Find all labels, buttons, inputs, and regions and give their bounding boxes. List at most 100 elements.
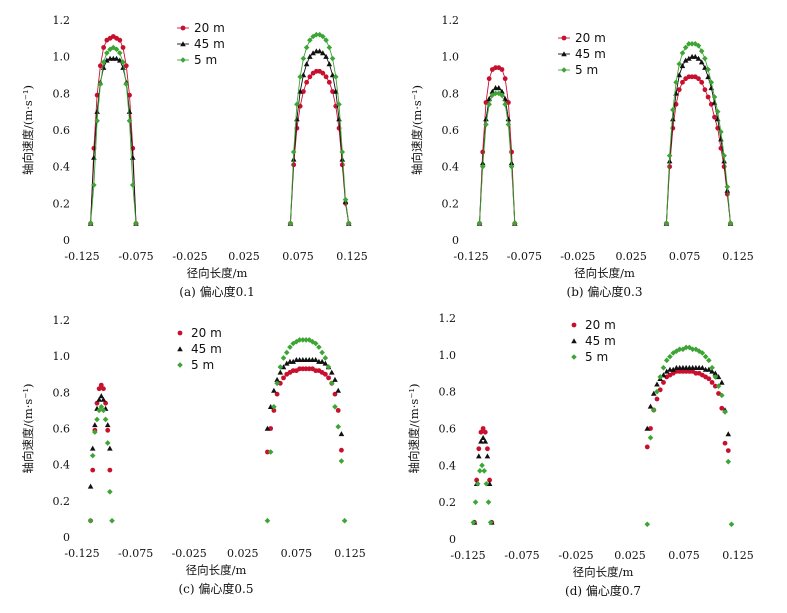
data-point bbox=[101, 45, 106, 50]
data-point bbox=[338, 458, 345, 464]
legend-marker bbox=[571, 322, 577, 328]
y-tick-label: 0.8 bbox=[53, 386, 71, 399]
data-point bbox=[96, 396, 102, 402]
data-point bbox=[100, 407, 107, 414]
x-tick-label: 0.025 bbox=[227, 547, 259, 560]
chart-panel-4: 0 0.2 0.4 0.6 0.8 1.0 1.2 -0.125 -0.075 -0.025 0.0… bbox=[407, 312, 754, 598]
data-point bbox=[478, 429, 484, 435]
data-point bbox=[274, 391, 280, 397]
legend-label: 20 m bbox=[585, 318, 616, 332]
data-point bbox=[670, 116, 676, 122]
data-point bbox=[695, 55, 702, 61]
data-point bbox=[338, 431, 345, 437]
data-point bbox=[705, 74, 711, 80]
data-point bbox=[91, 182, 97, 188]
x-tick-label: 0.125 bbox=[334, 547, 366, 560]
data-point bbox=[98, 393, 105, 399]
legend-label: 5 m bbox=[191, 358, 214, 372]
data-point bbox=[92, 429, 98, 435]
x-tick-label: 0.075 bbox=[282, 250, 314, 263]
data-point bbox=[644, 521, 651, 528]
data-point bbox=[265, 449, 270, 455]
data-point bbox=[129, 154, 136, 160]
data-point bbox=[725, 458, 732, 465]
data-point bbox=[104, 440, 111, 446]
data-point bbox=[126, 108, 133, 114]
data-point bbox=[117, 37, 123, 43]
data-point bbox=[307, 74, 313, 80]
data-point bbox=[313, 31, 320, 38]
data-point bbox=[679, 50, 686, 56]
y-tick-label: 0.6 bbox=[53, 124, 71, 137]
series-20m bbox=[88, 366, 344, 524]
legend-marker bbox=[571, 338, 577, 344]
data-point bbox=[487, 519, 494, 526]
data-point bbox=[287, 220, 294, 227]
data-point bbox=[123, 63, 129, 69]
data-point bbox=[670, 107, 676, 113]
data-point bbox=[322, 355, 329, 361]
chart-panel-1: 0 0.2 0.4 0.6 0.8 1.0 1.2 -0.125 -0.075 -0.025 0.0… bbox=[21, 14, 368, 299]
data-point bbox=[486, 101, 492, 108]
legend-label: 45 m bbox=[575, 47, 606, 61]
data-point bbox=[290, 358, 296, 364]
data-point bbox=[487, 477, 492, 483]
data-point bbox=[472, 499, 479, 505]
data-point bbox=[100, 59, 107, 65]
data-point bbox=[293, 338, 300, 345]
series-line bbox=[90, 46, 137, 224]
series-45m bbox=[87, 356, 345, 489]
data-point bbox=[100, 64, 107, 70]
data-point bbox=[94, 416, 100, 423]
data-point bbox=[706, 376, 712, 382]
data-point bbox=[322, 371, 328, 377]
data-point bbox=[725, 431, 732, 437]
y-tick-label: 0.6 bbox=[442, 124, 460, 137]
data-point bbox=[97, 81, 104, 87]
data-point bbox=[709, 368, 715, 374]
data-point bbox=[663, 368, 670, 374]
x-axis-label: 径向长度/m bbox=[187, 266, 248, 280]
data-point bbox=[676, 87, 682, 93]
legend-marker bbox=[180, 41, 186, 47]
y-tick-label: 0.4 bbox=[442, 161, 460, 174]
y-tick-label: 0.4 bbox=[439, 459, 457, 472]
data-point bbox=[711, 94, 718, 100]
data-point bbox=[339, 149, 346, 155]
data-point bbox=[696, 348, 702, 354]
data-point bbox=[511, 220, 518, 227]
data-point bbox=[310, 50, 316, 56]
x-tick-label: -0.125 bbox=[64, 250, 99, 263]
data-point bbox=[342, 196, 349, 203]
data-point bbox=[277, 364, 284, 370]
data-point bbox=[647, 403, 654, 409]
data-point bbox=[689, 41, 695, 47]
data-point bbox=[90, 467, 96, 473]
data-point bbox=[644, 425, 651, 431]
data-point bbox=[495, 85, 502, 91]
data-point bbox=[283, 349, 290, 356]
x-tick-label: 0.075 bbox=[669, 250, 701, 263]
data-point bbox=[294, 101, 300, 108]
y-axis-label: 轴向速度/(m·s⁻¹) bbox=[407, 384, 421, 474]
data-point bbox=[329, 55, 336, 62]
data-point bbox=[87, 517, 94, 524]
data-point bbox=[502, 76, 508, 82]
x-tick-label: 0.025 bbox=[614, 549, 646, 562]
data-point bbox=[484, 453, 491, 459]
data-point bbox=[281, 375, 286, 381]
data-point bbox=[332, 391, 338, 397]
series-line bbox=[90, 58, 137, 224]
data-point bbox=[476, 453, 482, 459]
data-point bbox=[283, 360, 290, 366]
y-tick-label: 0.6 bbox=[439, 423, 457, 436]
y-tick-label: 0.2 bbox=[53, 495, 71, 508]
data-point bbox=[663, 220, 670, 227]
data-point bbox=[94, 400, 100, 406]
data-point bbox=[130, 145, 136, 151]
data-point bbox=[322, 360, 329, 366]
data-point bbox=[714, 108, 721, 115]
data-point bbox=[271, 408, 277, 413]
legend: 20 m 45 m 5 m bbox=[177, 326, 222, 372]
data-point bbox=[676, 346, 683, 353]
